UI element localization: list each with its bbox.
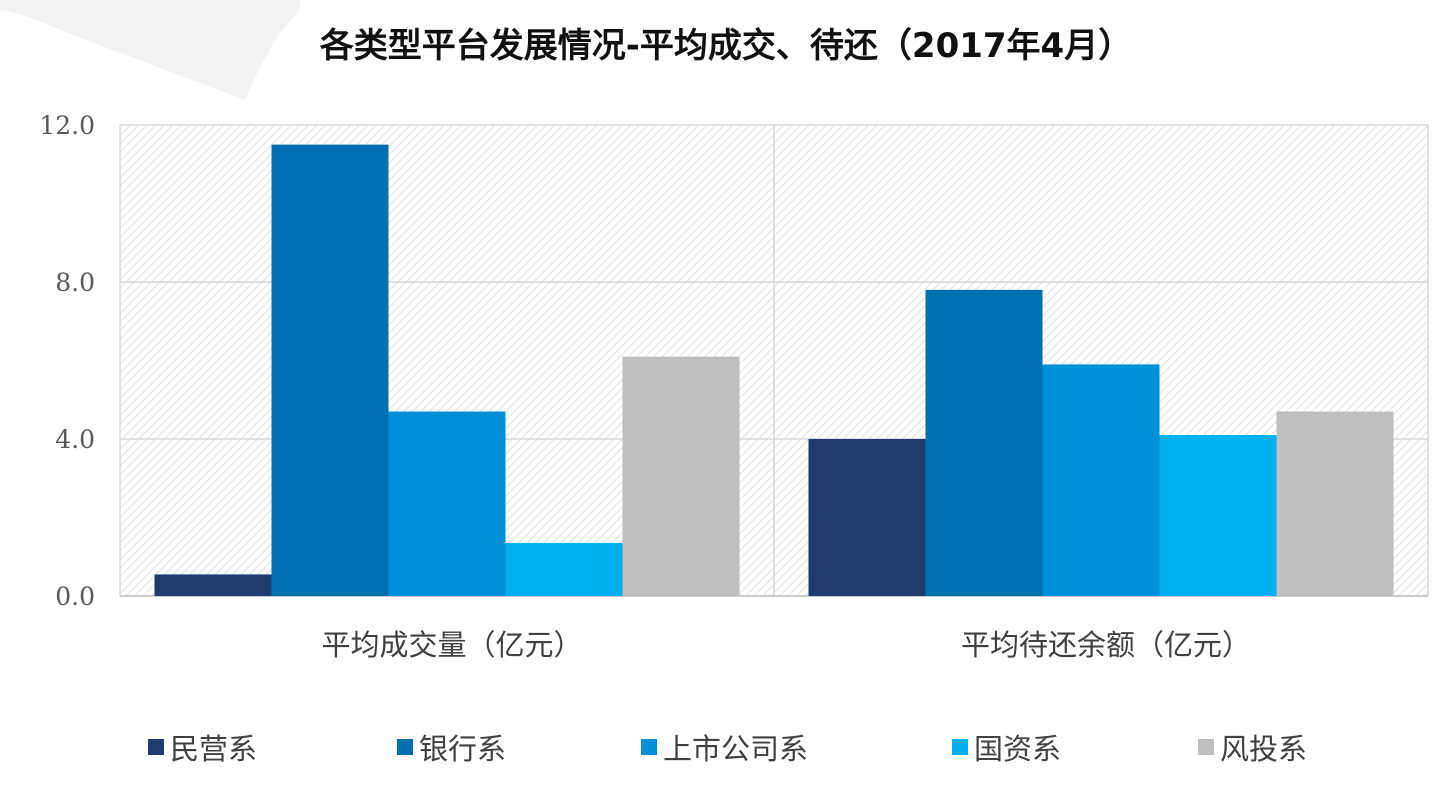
y-tick-label: 0.0 — [55, 582, 95, 611]
legend-label: 国资系 — [974, 732, 1062, 766]
legend-item: 民营系 — [148, 722, 257, 772]
legend-label: 上市公司系 — [663, 732, 809, 766]
legend-item: 风投系 — [1198, 722, 1307, 772]
legend-swatch — [1198, 739, 1214, 755]
legend-item: 上市公司系 — [641, 722, 808, 772]
legend-label: 银行系 — [419, 732, 507, 766]
bar — [1159, 435, 1277, 596]
legend-item: 国资系 — [952, 722, 1061, 772]
y-tick-label: 4.0 — [55, 425, 95, 454]
bar — [388, 411, 506, 596]
legend-item: 银行系 — [397, 722, 506, 772]
legend-swatch — [641, 739, 657, 755]
y-tick-label: 12.0 — [39, 111, 95, 140]
bar — [271, 144, 389, 596]
legend-swatch — [148, 739, 164, 755]
legend-label: 风投系 — [1220, 732, 1308, 766]
x-category-label: 平均待还余额（亿元） — [961, 628, 1251, 662]
legend-label: 民营系 — [170, 732, 258, 766]
bar — [154, 574, 272, 596]
legend-swatch — [397, 739, 413, 755]
bar — [622, 356, 740, 596]
decorative-background-arc — [0, 0, 300, 100]
bar — [925, 289, 1043, 596]
bar — [1276, 411, 1394, 596]
bar — [808, 439, 926, 596]
legend-swatch — [952, 739, 968, 755]
x-category-label: 平均成交量（亿元） — [321, 628, 582, 662]
bar — [1042, 364, 1160, 596]
chart-legend: 民营系 银行系 上市公司系 国资系 风投系 — [0, 722, 1452, 772]
y-tick-label: 8.0 — [55, 268, 95, 297]
chart-title: 各类型平台发展情况-平均成交、待还（2017年4月） — [319, 26, 1133, 66]
bar — [505, 543, 623, 596]
